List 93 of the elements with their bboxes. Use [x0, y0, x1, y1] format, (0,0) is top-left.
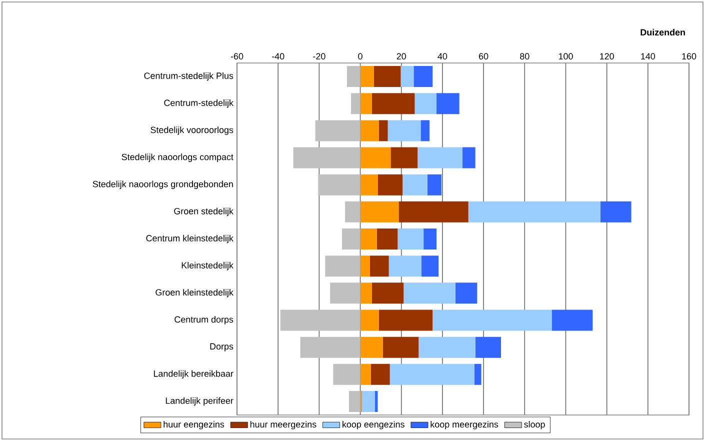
- bar: [370, 364, 390, 385]
- bar: [436, 93, 460, 114]
- y-tick-label: Landelijk perifeer: [166, 397, 234, 406]
- bar: [402, 174, 428, 196]
- bar: [333, 364, 360, 385]
- x-tick-label: 0: [358, 53, 362, 60]
- bar: [300, 336, 360, 358]
- bar: [418, 336, 476, 358]
- bar: [378, 174, 403, 196]
- legend-label: koop eengezins: [342, 420, 404, 430]
- x-tick-label: -60: [230, 53, 244, 60]
- bar: [348, 390, 360, 412]
- bar: [360, 147, 391, 168]
- legend-label: sloop: [524, 420, 545, 430]
- y-tick-label: Kleinstedelijk: [182, 262, 234, 270]
- bar: [390, 147, 418, 168]
- bar: [420, 120, 430, 142]
- bar: [462, 147, 476, 168]
- bar: [372, 93, 415, 114]
- bar: [360, 174, 378, 196]
- bar: [360, 282, 372, 304]
- bar: [600, 201, 632, 222]
- x-tick-label: 80: [520, 53, 530, 60]
- bar: [414, 66, 433, 88]
- bar: [378, 120, 388, 142]
- bar: [398, 201, 468, 222]
- bar: [360, 336, 383, 358]
- legend-label: koop meergezins: [430, 420, 498, 430]
- bar: [360, 364, 371, 385]
- bar: [280, 310, 360, 331]
- x-tick-label: 60: [479, 53, 488, 60]
- x-tick-label: 20: [396, 53, 406, 60]
- x-tick-label: 140: [641, 53, 656, 60]
- bar: [360, 256, 370, 277]
- bar: [404, 282, 456, 304]
- legend-label: huur eengezins: [164, 420, 224, 430]
- bar: [388, 256, 422, 277]
- y-tick-label: Stedelijk naoorlogs grondgebonden: [92, 180, 233, 190]
- bar: [330, 282, 360, 304]
- bar: [360, 201, 399, 222]
- bar: [424, 228, 436, 250]
- y-tick-label: Groen kleinstedelijk: [156, 288, 234, 298]
- bar: [345, 201, 360, 222]
- bar: [400, 66, 414, 88]
- y-tick-label: Dorps: [210, 343, 234, 352]
- bar: [382, 336, 419, 358]
- bar: [360, 66, 374, 88]
- bar: [475, 336, 502, 358]
- x-tick-label: -40: [272, 53, 284, 60]
- bar: [468, 201, 600, 222]
- bar: [360, 310, 379, 331]
- bar: [360, 93, 372, 114]
- bar: [388, 120, 421, 142]
- y-tick-label: Centrum kleinstedelijk: [146, 234, 234, 244]
- y-tick-label: Landelijk bereikbaar: [154, 370, 234, 379]
- bar: [315, 120, 360, 142]
- y-tick-label: Centrum-stedelijk Plus: [144, 72, 234, 81]
- bar: [378, 310, 433, 331]
- x-axis-title: Duizenden: [640, 28, 685, 36]
- bar: [360, 120, 379, 142]
- bar: [552, 310, 593, 331]
- bar: [432, 310, 552, 331]
- bar: [414, 93, 436, 114]
- bar: [346, 66, 360, 88]
- bar: [376, 228, 398, 250]
- x-tick-label: 40: [438, 53, 448, 60]
- x-tick-label: 120: [600, 53, 614, 60]
- x-tick-label: 160: [682, 53, 696, 60]
- bar: [351, 93, 360, 114]
- y-tick-label: Stedelijk naoorlogs compact: [122, 154, 234, 162]
- y-tick-label: Centrum dorps: [174, 316, 234, 324]
- bar: [325, 256, 360, 277]
- y-tick-label: Groen stedelijk: [174, 208, 234, 216]
- legend-label: huur meergezins: [250, 420, 316, 430]
- bar: [390, 364, 474, 385]
- x-tick-label: -20: [313, 53, 326, 60]
- y-tick-label: Centrum-stedelijk: [164, 99, 234, 108]
- bar: [455, 282, 478, 304]
- bar: [342, 228, 360, 250]
- bar: [418, 147, 462, 168]
- bar: [360, 228, 377, 250]
- bar: [372, 282, 404, 304]
- x-tick-label: 100: [558, 53, 573, 60]
- bar: [427, 174, 442, 196]
- bar: [422, 256, 439, 277]
- bar: [474, 364, 482, 385]
- bar: [318, 174, 360, 196]
- bar: [374, 66, 401, 88]
- bar: [293, 147, 360, 168]
- bar: [398, 228, 424, 250]
- y-tick-label: Stedelijk vooroorlogs: [150, 126, 234, 135]
- bar: [362, 390, 375, 412]
- bar: [370, 256, 389, 277]
